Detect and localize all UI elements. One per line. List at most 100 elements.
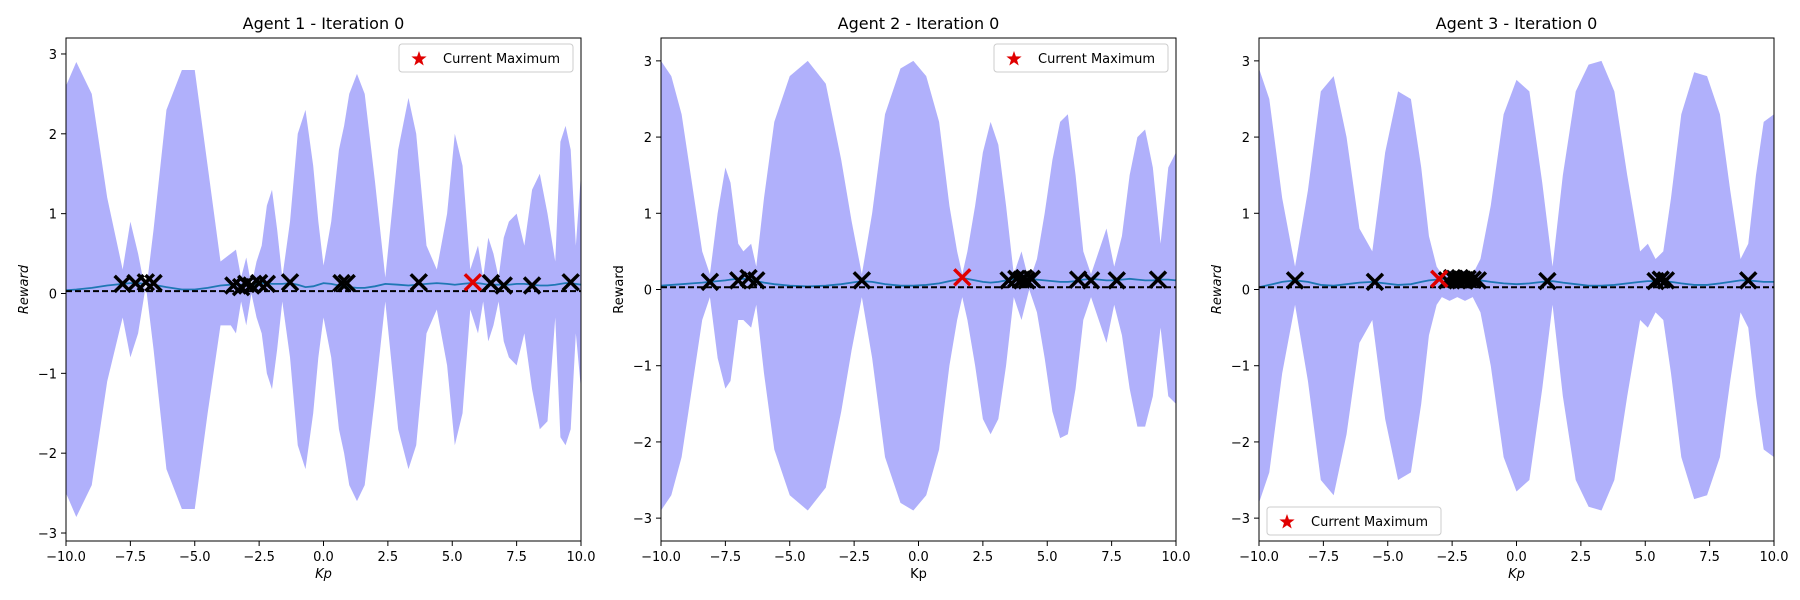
sample-cross-stroke [852, 271, 872, 290]
mean-line [1259, 277, 1774, 289]
sample-point [337, 273, 356, 293]
sample-cross-stroke [1463, 270, 1482, 289]
x-tick-label: 7.5 [1699, 550, 1720, 565]
y-tick-label: 2 [1242, 131, 1250, 146]
sample-cross-stroke [280, 273, 300, 292]
sample-cross-stroke [1651, 270, 1670, 289]
x-tick-label: 0.0 [1506, 550, 1527, 565]
x-tick-label: 10.0 [1760, 550, 1789, 565]
chart-title: Agent 1 - Iteration 0 [243, 14, 405, 33]
sample-cross-stroke [1430, 269, 1449, 289]
legend: Current Maximum [993, 43, 1169, 73]
x-tick-label: −7.5 [710, 550, 742, 565]
y-tick-label: −3 [1231, 512, 1250, 527]
x-tick-label: −10.0 [1239, 550, 1279, 565]
sample-cross-stroke [1365, 272, 1385, 292]
plot-area [66, 61, 581, 518]
sample-point [494, 276, 513, 295]
sample-cross-stroke [1538, 271, 1557, 291]
sample-point [1656, 271, 1676, 290]
y-tick-label: 1 [644, 207, 652, 222]
y-tick-label: −2 [1231, 436, 1250, 451]
sample-point [1365, 272, 1385, 292]
sample-cross-stroke [257, 274, 277, 294]
x-tick-label: 0.0 [313, 550, 334, 565]
y-tick-label: 3 [644, 55, 652, 70]
legend-box [398, 43, 574, 73]
current-maximum-marker [463, 273, 483, 292]
legend-label: Current Maximum [1311, 515, 1428, 530]
sample-cross-stroke [409, 273, 429, 292]
chart-title: Agent 3 - Iteration 0 [1436, 14, 1598, 33]
sample-cross-stroke [1022, 269, 1042, 289]
sample-cross-stroke [249, 273, 269, 293]
panel-1: −10.0 −7.5 −5.0 −2.5 0.0 2.5 5.0 7.5 10.0 −3 −2 −1 0… [17, 14, 595, 582]
sample-cross-stroke [953, 268, 972, 287]
x-tick-label: −5.0 [774, 550, 806, 565]
confidence-band [1259, 60, 1774, 511]
y-tick-label: 1 [1242, 207, 1250, 222]
sample-point [561, 273, 580, 292]
legend-box [1266, 506, 1442, 536]
sample-cross-stroke [494, 276, 513, 295]
y-tick-label: −2 [633, 436, 652, 451]
sample-point [1017, 271, 1036, 290]
sample-cross-stroke [1107, 271, 1127, 290]
x-tick-label: 10.0 [1162, 550, 1191, 565]
sample-point [1468, 271, 1488, 290]
y-tick-label: 2 [49, 128, 57, 143]
legend-box [993, 43, 1169, 73]
sample-cross-stroke [747, 271, 766, 290]
current-maximum-marker [1430, 269, 1449, 289]
sample-point [1651, 270, 1670, 289]
sample-point [409, 273, 429, 292]
x-tick-label: 5.0 [1635, 550, 1656, 565]
y-tick-label: 0 [644, 284, 652, 299]
sample-cross-stroke [136, 273, 156, 292]
sample-point [257, 274, 277, 294]
sample-point [1107, 271, 1127, 290]
y-tick-label: 0 [49, 287, 57, 302]
x-tick-label: 2.5 [378, 550, 399, 565]
star-icon [1006, 51, 1022, 66]
x-tick-label: 10.0 [567, 550, 596, 565]
sample-point [852, 271, 872, 290]
sample-cross-stroke [739, 268, 758, 288]
sample-cross-stroke [113, 274, 132, 294]
sample-cross-stroke [337, 273, 356, 293]
x-tick-label: 7.5 [506, 550, 527, 565]
x-tick-label: −7.5 [1308, 550, 1340, 565]
sample-point [1285, 271, 1305, 290]
y-tick-label: −1 [633, 360, 652, 375]
sample-point [1538, 271, 1557, 291]
y-tick-label: 1 [49, 208, 57, 223]
x-axis-label: Kp [910, 567, 927, 582]
x-tick-label: 0.0 [908, 550, 929, 565]
x-tick-label: −10.0 [46, 550, 86, 565]
y-tick-label: 2 [644, 131, 652, 146]
panel-2: −10.0 −7.5 −5.0 −2.5 0.0 2.5 5.0 7.5 10.0 −3 −2 −1 0… [612, 14, 1190, 582]
y-axis-label: Reward [612, 265, 627, 313]
y-tick-label: −3 [633, 512, 652, 527]
sample-cross-stroke [561, 273, 580, 292]
x-tick-label: −7.5 [115, 550, 147, 565]
sample-point [700, 272, 720, 292]
sample-cross-stroke [1656, 271, 1676, 290]
sample-cross-stroke [463, 273, 483, 292]
sample-cross-stroke [1285, 271, 1305, 290]
sample-point [747, 271, 766, 290]
panel-3: −10.0 −7.5 −5.0 −2.5 0.0 2.5 5.0 7.5 10.0 −3 −2 −1 0… [1210, 14, 1788, 582]
y-axis-label: Reward [17, 264, 32, 314]
y-tick-label: −1 [1231, 360, 1250, 375]
star-icon [1279, 514, 1295, 529]
plot-area [1259, 60, 1774, 511]
sample-point [280, 273, 300, 292]
sample-point [1022, 269, 1042, 289]
sample-cross-stroke [1148, 270, 1168, 289]
sample-cross-stroke [224, 276, 243, 295]
sample-point [144, 273, 163, 293]
x-tick-label: 2.5 [1571, 550, 1592, 565]
sample-cross-stroke [1081, 271, 1101, 290]
x-axis-label: Kp [315, 567, 332, 582]
x-tick-label: −10.0 [641, 550, 681, 565]
